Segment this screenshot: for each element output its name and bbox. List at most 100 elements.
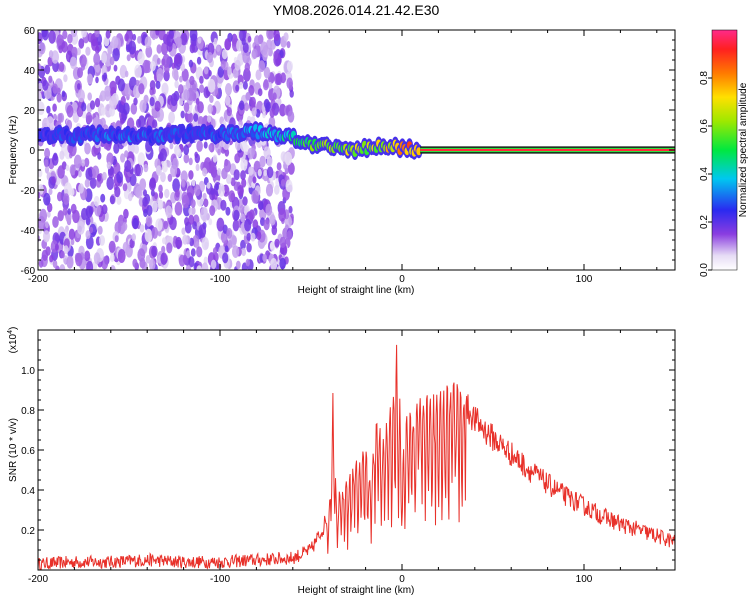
spectrogram-noise-blob bbox=[175, 236, 182, 249]
spectrogram-noise-blob bbox=[224, 95, 231, 106]
spectrogram-noise-blob bbox=[46, 211, 51, 218]
spectrogram-noise-blob bbox=[188, 214, 195, 225]
spectrogram-noise-blob bbox=[210, 187, 215, 196]
spectrogram-noise-blob bbox=[100, 193, 106, 203]
spectrogram-noise-blob bbox=[220, 199, 227, 211]
spectrogram-noise-blob bbox=[149, 178, 156, 191]
spectrogram-noise-blob bbox=[224, 38, 232, 51]
spectrogram-noise-blob bbox=[116, 171, 123, 184]
spectrogram-noise-blob bbox=[230, 177, 236, 187]
spectrogram-noise-blob bbox=[77, 221, 85, 235]
spectrogram-noise-blob bbox=[244, 62, 250, 73]
spectrogram-noise-blob bbox=[196, 246, 203, 258]
spectrogram-noise-blob bbox=[122, 241, 130, 254]
spectrogram-noise-blob bbox=[73, 154, 82, 169]
spectrogram-noise-blob bbox=[196, 265, 202, 270]
y-tick-label: 0.6 bbox=[21, 446, 35, 457]
spectrogram-noise-blob bbox=[222, 252, 229, 264]
spectrogram-noise-blob bbox=[43, 192, 51, 206]
spectrogram-noise-blob bbox=[266, 166, 274, 179]
spectrogram-noise-blob bbox=[84, 157, 90, 168]
spectrogram-noise-blob bbox=[208, 70, 212, 77]
spectrogram-noise-blob bbox=[132, 217, 139, 229]
spectrogram-noise-blob bbox=[58, 61, 65, 72]
spectrogram-noise-blob bbox=[227, 239, 233, 249]
spectrogram-noise-blob bbox=[124, 33, 129, 42]
spectrogram-noise-blob bbox=[124, 70, 129, 78]
spectrogram-noise-blob bbox=[263, 169, 268, 177]
spectrogram-noise-blob bbox=[183, 144, 190, 156]
spectrogram-noise-blob bbox=[174, 80, 179, 89]
spectrogram-noise-blob bbox=[85, 205, 93, 218]
x-tick-label: -100 bbox=[210, 274, 230, 285]
spectrogram-noise-blob bbox=[59, 150, 65, 160]
colorbar-tick-label: 0.4 bbox=[699, 167, 710, 181]
x-tick-label: 100 bbox=[576, 274, 593, 285]
spectrogram-noise-blob bbox=[250, 232, 256, 242]
spectrogram-noise-blob bbox=[61, 41, 68, 53]
spectrogram-noise-blob bbox=[94, 30, 100, 38]
spectrogram-noise-blob bbox=[190, 199, 196, 208]
spectrogram-noise-blob bbox=[269, 241, 276, 252]
spectrogram-noise-blob bbox=[216, 44, 221, 53]
spectrogram-noise-blob bbox=[155, 80, 161, 90]
spectrogram-noise-blob bbox=[99, 90, 106, 102]
spectrogram-noise-blob bbox=[144, 60, 152, 73]
colorbar-gradient bbox=[712, 30, 737, 270]
spectrogram-band bbox=[420, 149, 675, 151]
spectrogram-noise-blob bbox=[230, 192, 235, 202]
spectrogram-noise-blob bbox=[168, 111, 176, 124]
snr-plot-area bbox=[38, 330, 675, 570]
spectrogram-noise-blob bbox=[78, 170, 82, 178]
spectrogram-noise-blob bbox=[109, 195, 115, 205]
spectrogram-noise-blob bbox=[221, 49, 228, 60]
spectrogram-noise-blob bbox=[239, 81, 244, 89]
x-tick-label: -100 bbox=[210, 574, 230, 585]
spectrogram-noise-blob bbox=[251, 48, 258, 60]
spectrogram-noise-blob bbox=[189, 43, 195, 54]
x-tick-label: 100 bbox=[576, 574, 593, 585]
spectrogram-noise-blob bbox=[183, 89, 190, 101]
spectrogram-noise-blob bbox=[66, 105, 74, 118]
spectrogram-noise-blob bbox=[146, 205, 153, 216]
spectrogram-noise-blob bbox=[68, 228, 76, 240]
spectrogram-noise-blob bbox=[85, 46, 91, 56]
chart-title: YM08.2026.014.21.42.E30 bbox=[273, 2, 440, 18]
spectrogram-noise-blob bbox=[273, 50, 279, 60]
spectrogram-noise-blob bbox=[213, 37, 218, 45]
spectrogram-noise-blob bbox=[138, 115, 146, 129]
colorbar: 0.0 0.2 0.4 0.6 0.8 Normalized spectral ampl… bbox=[699, 29, 749, 277]
y-tick-label: 0.8 bbox=[21, 406, 35, 417]
spectrogram-noise-blob bbox=[199, 84, 205, 94]
spectrogram-noise-blob bbox=[154, 100, 161, 112]
spectrogram-noise-blob bbox=[241, 178, 247, 188]
spectrogram-noise-blob bbox=[280, 179, 286, 187]
spectrogram-noise-blob bbox=[84, 250, 91, 262]
spectrogram-noise-blob bbox=[273, 30, 280, 41]
snr-panel: -200 -100 0 100 0.2 0.4 0.6 0.8 1.0 SNR (10 * v/… bbox=[7, 327, 676, 596]
spectrogram-noise-blob bbox=[279, 236, 286, 248]
spectrogram-noise-blob bbox=[38, 191, 41, 199]
spectrogram-noise-blob bbox=[84, 178, 90, 188]
spectrogram-noise-blob bbox=[286, 41, 291, 49]
spectrogram-noise-blob bbox=[143, 189, 147, 197]
spectrogram-noise-blob bbox=[71, 47, 78, 58]
spectrogram-noise-blob bbox=[265, 203, 273, 216]
spectrogram-noise-blob bbox=[206, 182, 211, 189]
spectrogram-noise-blob bbox=[74, 170, 79, 177]
spectrogram-noise-blob bbox=[226, 106, 232, 117]
spectrogram-noise-blob bbox=[242, 196, 248, 206]
spectrogram-noise-blob bbox=[206, 52, 213, 64]
spectrogram-noise-blob bbox=[109, 253, 115, 262]
spectrogram-noise-blob bbox=[271, 225, 278, 236]
spectrogram-noise-blob bbox=[52, 216, 59, 228]
spectrogram-noise-blob bbox=[165, 205, 173, 218]
spectrogram-noise-blob bbox=[220, 60, 226, 70]
spectrogram-noise-blob bbox=[251, 107, 257, 117]
spectrogram-noise-blob bbox=[44, 64, 51, 75]
spectrogram-noise-blob bbox=[66, 255, 74, 269]
spectrogram-noise-blob bbox=[124, 160, 132, 173]
spectrogram-noise-blob bbox=[166, 33, 174, 47]
spectrogram-noise-blob bbox=[138, 83, 145, 95]
spectrogram-noise-blob bbox=[81, 30, 87, 38]
